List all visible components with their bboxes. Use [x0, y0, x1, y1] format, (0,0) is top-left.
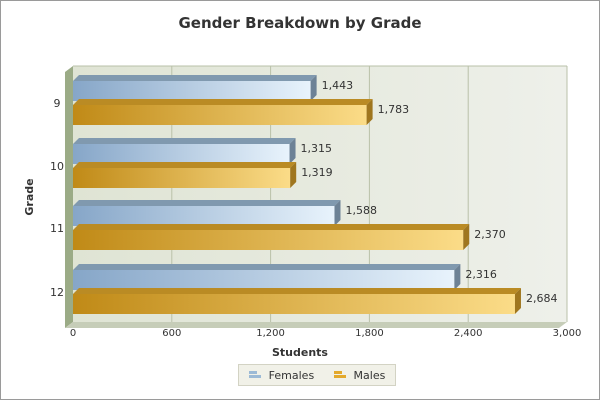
bars: [73, 75, 521, 314]
category-label: 10: [50, 160, 64, 173]
bar-males-grade-9[interactable]: [73, 99, 373, 125]
chart-title: Gender Breakdown by Grade: [178, 14, 422, 32]
x-tick-label: 3,000: [553, 328, 582, 339]
legend-label-females: Females: [268, 368, 315, 382]
x-tick-label: 1,200: [256, 328, 285, 339]
legend: Females Males: [238, 364, 396, 386]
legend-item-females[interactable]: Females: [248, 368, 315, 382]
bar-front-face: [73, 294, 515, 314]
x-tick-label: 1,800: [355, 328, 384, 339]
bar-top-face: [73, 264, 461, 270]
data-label: 1,588: [345, 204, 377, 217]
bar-top-face: [73, 162, 297, 168]
x-tick-label: 0: [70, 328, 76, 339]
bar-side-face: [290, 162, 297, 188]
legend-label-males: Males: [353, 368, 386, 382]
x-tick-labels: 0 600 1,200 1,800 2,400 3,000: [70, 328, 582, 339]
legend-swatch-females: [248, 370, 263, 380]
bar-front-face: [73, 81, 311, 101]
category-labels: 9 10 11 12: [50, 97, 64, 299]
legend-swatch-males: [333, 370, 348, 380]
bar-top-face: [73, 99, 373, 105]
bar-side-face: [514, 288, 521, 314]
bar-females-grade-10[interactable]: [73, 138, 296, 164]
category-label: 9: [54, 97, 61, 110]
bar-front-face: [73, 230, 464, 250]
category-label: 12: [50, 286, 64, 299]
bar-side-face: [463, 224, 470, 250]
x-axis-title: Students: [272, 346, 328, 359]
plot-floor: [65, 322, 567, 328]
bar-females-grade-12[interactable]: [73, 264, 461, 290]
data-label: 2,370: [474, 228, 506, 241]
bar-front-face: [73, 168, 291, 188]
bar-top-face: [73, 75, 317, 81]
bar-side-face: [334, 200, 341, 226]
bar-side-face: [454, 264, 461, 290]
value-labels: 1,443 1,783 1,315 1,319 1,588 2,370 2,316 2,684: [301, 79, 558, 305]
bar-side-face: [310, 75, 317, 101]
bar-males-grade-12[interactable]: [73, 288, 521, 314]
bar-side-face: [289, 138, 296, 164]
bar-females-grade-11[interactable]: [73, 200, 341, 226]
bar-top-face: [73, 138, 296, 144]
data-label: 1,315: [301, 142, 333, 155]
data-label: 2,684: [526, 292, 558, 305]
bar-front-face: [73, 270, 455, 290]
bar-top-face: [73, 224, 470, 230]
x-tick-label: 600: [162, 328, 181, 339]
bar-males-grade-11[interactable]: [73, 224, 470, 250]
y-axis-title: Grade: [23, 178, 36, 215]
category-label: 11: [50, 222, 64, 235]
data-label: 2,316: [465, 268, 497, 281]
data-label: 1,443: [322, 79, 354, 92]
legend-item-males[interactable]: Males: [333, 368, 386, 382]
x-tick-label: 2,400: [454, 328, 483, 339]
bar-front-face: [73, 144, 290, 164]
bar-top-face: [73, 288, 521, 294]
bar-side-face: [366, 99, 373, 125]
bar-females-grade-9[interactable]: [73, 75, 317, 101]
plot-left-wall: [65, 66, 73, 328]
data-label: 1,319: [301, 166, 333, 179]
data-label: 1,783: [378, 103, 410, 116]
bar-top-face: [73, 200, 341, 206]
bar-front-face: [73, 105, 367, 125]
bar-front-face: [73, 206, 335, 226]
bar-males-grade-10[interactable]: [73, 162, 297, 188]
